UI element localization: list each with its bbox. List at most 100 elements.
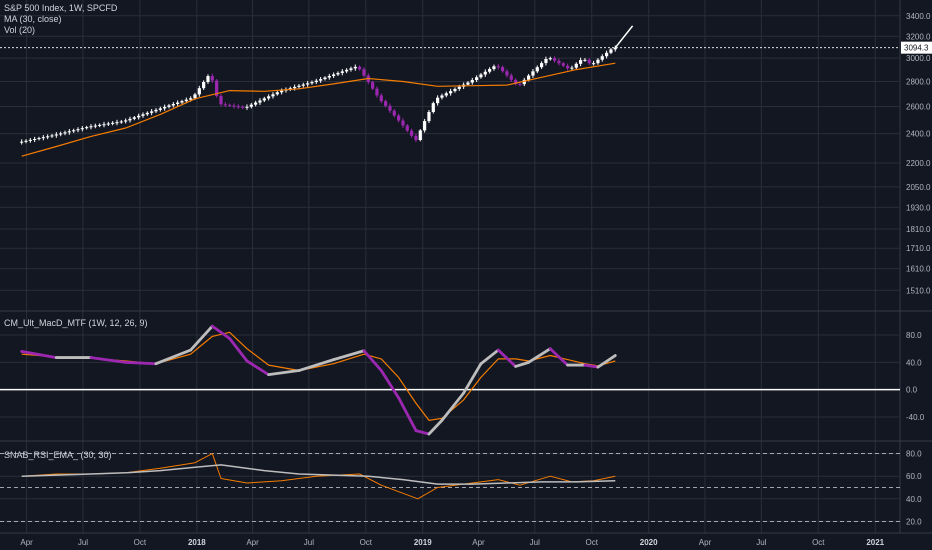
candle-body (609, 49, 613, 53)
candle-body (154, 109, 158, 112)
candle-body (124, 120, 128, 122)
y-tick-label: 2600.0 (906, 103, 931, 112)
candle-body (37, 138, 41, 140)
x-tick-label: Jul (304, 538, 314, 547)
x-tick-label: Oct (134, 538, 147, 547)
x-tick-label: Apr (699, 538, 712, 547)
candle-body (271, 94, 275, 97)
candle-body (76, 129, 80, 131)
macd-segment (297, 358, 336, 372)
candle-body (514, 79, 518, 85)
candle-body (384, 101, 388, 106)
x-tick-label: Jul (756, 538, 766, 547)
candle-body (293, 86, 297, 89)
candle-body (236, 106, 240, 108)
macd-segment (228, 337, 249, 363)
macd-segment (154, 348, 193, 366)
candle-body (561, 63, 565, 66)
y-tick-label: 3000.0 (906, 54, 931, 63)
candle-body (59, 133, 63, 135)
projection-line (614, 25, 634, 49)
candle-body (41, 137, 45, 139)
candle-body (379, 95, 383, 102)
candle-body (362, 69, 366, 76)
candle-body (505, 71, 509, 76)
candle-body (249, 104, 253, 107)
y-tick-label: 40.0 (906, 358, 922, 367)
candle-body (583, 59, 587, 61)
rsi-title[interactable]: SNAB_RSI_EMA_ (30, 30) (4, 450, 112, 460)
candle-body (158, 108, 162, 110)
candle-body (223, 104, 227, 106)
macd-segment (514, 360, 531, 368)
candle-body (596, 59, 600, 64)
candle-body (540, 63, 544, 68)
candle-body (258, 100, 262, 103)
candle-body (111, 122, 115, 124)
candle-body (345, 69, 349, 72)
candle-body (336, 72, 340, 75)
y-tick-label: 2200.0 (906, 159, 931, 168)
candle-body (241, 106, 245, 108)
candle-body (98, 124, 102, 126)
macd-segment (414, 429, 431, 436)
candle-body (457, 86, 461, 89)
x-tick-label: Oct (812, 538, 825, 547)
candle-body (323, 77, 327, 80)
candle-body (566, 65, 570, 69)
candle-body (128, 118, 132, 121)
candle-body (410, 130, 414, 136)
candle-body (301, 84, 305, 86)
candle-body (20, 141, 24, 143)
candle-body (475, 77, 479, 81)
x-tick-label: Apr (472, 538, 485, 547)
candle-body (189, 98, 193, 100)
candle-body (527, 75, 531, 80)
candle-body (215, 80, 219, 96)
candle-body (163, 106, 167, 109)
candle-body (50, 135, 54, 137)
candle-body (431, 103, 435, 112)
candle-body (488, 69, 492, 72)
y-tick-label: 1710.0 (906, 244, 931, 253)
candle-body (436, 97, 440, 104)
candle-body (496, 66, 500, 68)
candle-body (167, 105, 171, 107)
candle-body (392, 110, 396, 116)
candle-body (210, 76, 214, 81)
candle-body (245, 106, 249, 108)
volume-legend[interactable]: Vol (20) (4, 25, 36, 35)
candle-body (492, 66, 496, 70)
candle-body (358, 66, 362, 70)
candle-body (197, 88, 201, 95)
candle-body (219, 95, 223, 105)
candle-body (340, 71, 344, 73)
symbol-title[interactable]: S&P 500 Index, 1W, SPCFD (4, 3, 118, 13)
macd-segment (267, 369, 301, 377)
candle-body (145, 112, 149, 115)
candle-body (401, 120, 405, 126)
last-price-badge (901, 41, 932, 54)
x-tick-label: 2019 (414, 538, 432, 547)
macd-segment (397, 396, 418, 432)
macd-title[interactable]: CM_Ult_MacD_MTF (1W, 12, 26, 9) (4, 318, 148, 328)
x-tick-label: 2021 (866, 538, 884, 547)
ma-legend[interactable]: MA (30, close) (4, 14, 62, 24)
macd-segment (548, 347, 570, 367)
candle-body (297, 85, 301, 87)
candle-body (63, 132, 67, 134)
candle-body (119, 121, 123, 123)
signal-line (21, 331, 616, 421)
candle-body (522, 79, 526, 85)
macd-segment (479, 348, 500, 366)
candle-body (587, 59, 591, 64)
candle-body (28, 139, 32, 141)
macd-segment (362, 349, 383, 372)
candle-body (280, 90, 284, 93)
rsi-legend: SNAB_RSI_EMA_ (30, 30) (4, 450, 112, 461)
candle-body (444, 93, 448, 96)
candle-body (102, 124, 106, 126)
candle-body (85, 127, 89, 129)
y-tick-label: 2050.0 (906, 183, 931, 192)
